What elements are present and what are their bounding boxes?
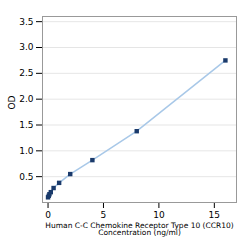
svg-text:15: 15	[209, 210, 220, 220]
svg-text:2.5: 2.5	[19, 68, 33, 78]
svg-text:5: 5	[101, 210, 107, 220]
svg-text:1.0: 1.0	[19, 146, 34, 156]
svg-text:2.0: 2.0	[19, 94, 34, 104]
svg-text:10: 10	[153, 210, 165, 220]
svg-text:3.0: 3.0	[19, 42, 34, 52]
svg-text:3.5: 3.5	[19, 17, 33, 27]
svg-text:0.5: 0.5	[19, 172, 33, 182]
svg-text:OD: OD	[7, 95, 17, 109]
svg-text:1.5: 1.5	[19, 120, 33, 130]
svg-text:0: 0	[45, 210, 51, 220]
svg-text:Human C-C Chemokine Receptor T: Human C-C Chemokine Receptor Type 10 (CC…	[45, 221, 233, 238]
